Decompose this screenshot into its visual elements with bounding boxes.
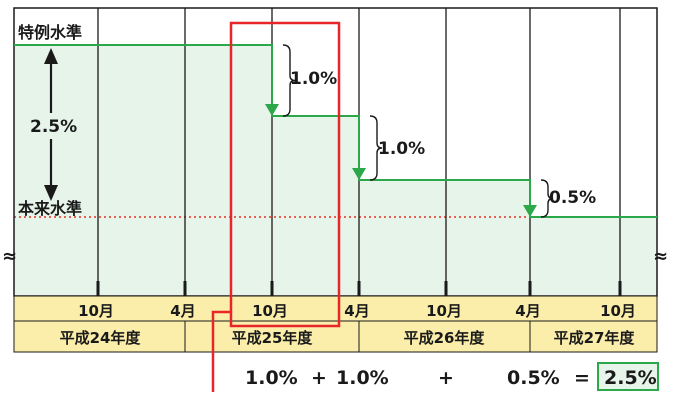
fiscal-year-label: 平成27年度: [554, 329, 636, 347]
axis-break-left: ≈: [2, 246, 17, 267]
formula-equals: =: [574, 367, 590, 389]
fiscal-year-labels: 平成24年度 平成25年度 平成26年度 平成27年度: [60, 329, 636, 347]
reduction-braces: [282, 44, 554, 218]
fiscal-year-label: 平成25年度: [232, 329, 314, 347]
gridlines: [96, 8, 622, 296]
month-tick-label: 10月: [78, 302, 114, 320]
area-fill: [14, 45, 657, 296]
formula-term-3: 0.5%: [507, 367, 560, 389]
formula-term-1: 1.0%: [245, 367, 298, 389]
highlight-box: [211, 21, 341, 392]
axis-break-right: ≈: [653, 246, 668, 267]
tokurei-level-label: 特例水準: [18, 23, 82, 42]
month-tick-label: 10月: [252, 302, 288, 320]
month-tick-label: 4月: [515, 302, 540, 320]
fiscal-year-dividers: [184, 321, 531, 352]
reduction-brace: [540, 179, 554, 218]
month-tick-label: 10月: [426, 302, 462, 320]
formula-plus-2: +: [438, 367, 454, 389]
fiscal-year-label: 平成26年度: [404, 329, 486, 347]
step-arrow: [523, 205, 537, 217]
reduction-labels: 1.0% 1.0% 0.5%: [290, 69, 596, 208]
formula-plus-1: +: [311, 367, 327, 389]
reduction-brace: [369, 115, 383, 181]
step-arrow: [265, 104, 279, 116]
reduction-label-1: 1.0%: [290, 69, 337, 89]
step-arrow: [352, 168, 366, 180]
reduction-brace: [282, 44, 296, 117]
formula-total-box: [597, 362, 659, 391]
reduction-label-2: 1.0%: [378, 139, 425, 159]
fiscal-year-label: 平成24年度: [60, 329, 142, 347]
honrai-level-label: 本来水準: [18, 199, 82, 218]
month-tick-label: 10月: [600, 302, 636, 320]
total-gap-label: 2.5%: [30, 117, 77, 137]
step-arrows: [265, 104, 537, 217]
reduction-label-3: 0.5%: [549, 188, 596, 208]
month-tick-label: 4月: [344, 302, 369, 320]
month-tick-label: 4月: [170, 302, 195, 320]
formula-term-2: 1.0%: [336, 367, 389, 389]
month-labels: 10月 4月 10月 4月 10月 4月 10月: [78, 302, 636, 320]
formula: 1.0% + 1.0% + 0.5% = 2.5%: [245, 362, 659, 391]
month-band: [13, 295, 658, 322]
formula-total: 2.5%: [604, 367, 657, 389]
gap-double-arrow: [28, 48, 76, 201]
